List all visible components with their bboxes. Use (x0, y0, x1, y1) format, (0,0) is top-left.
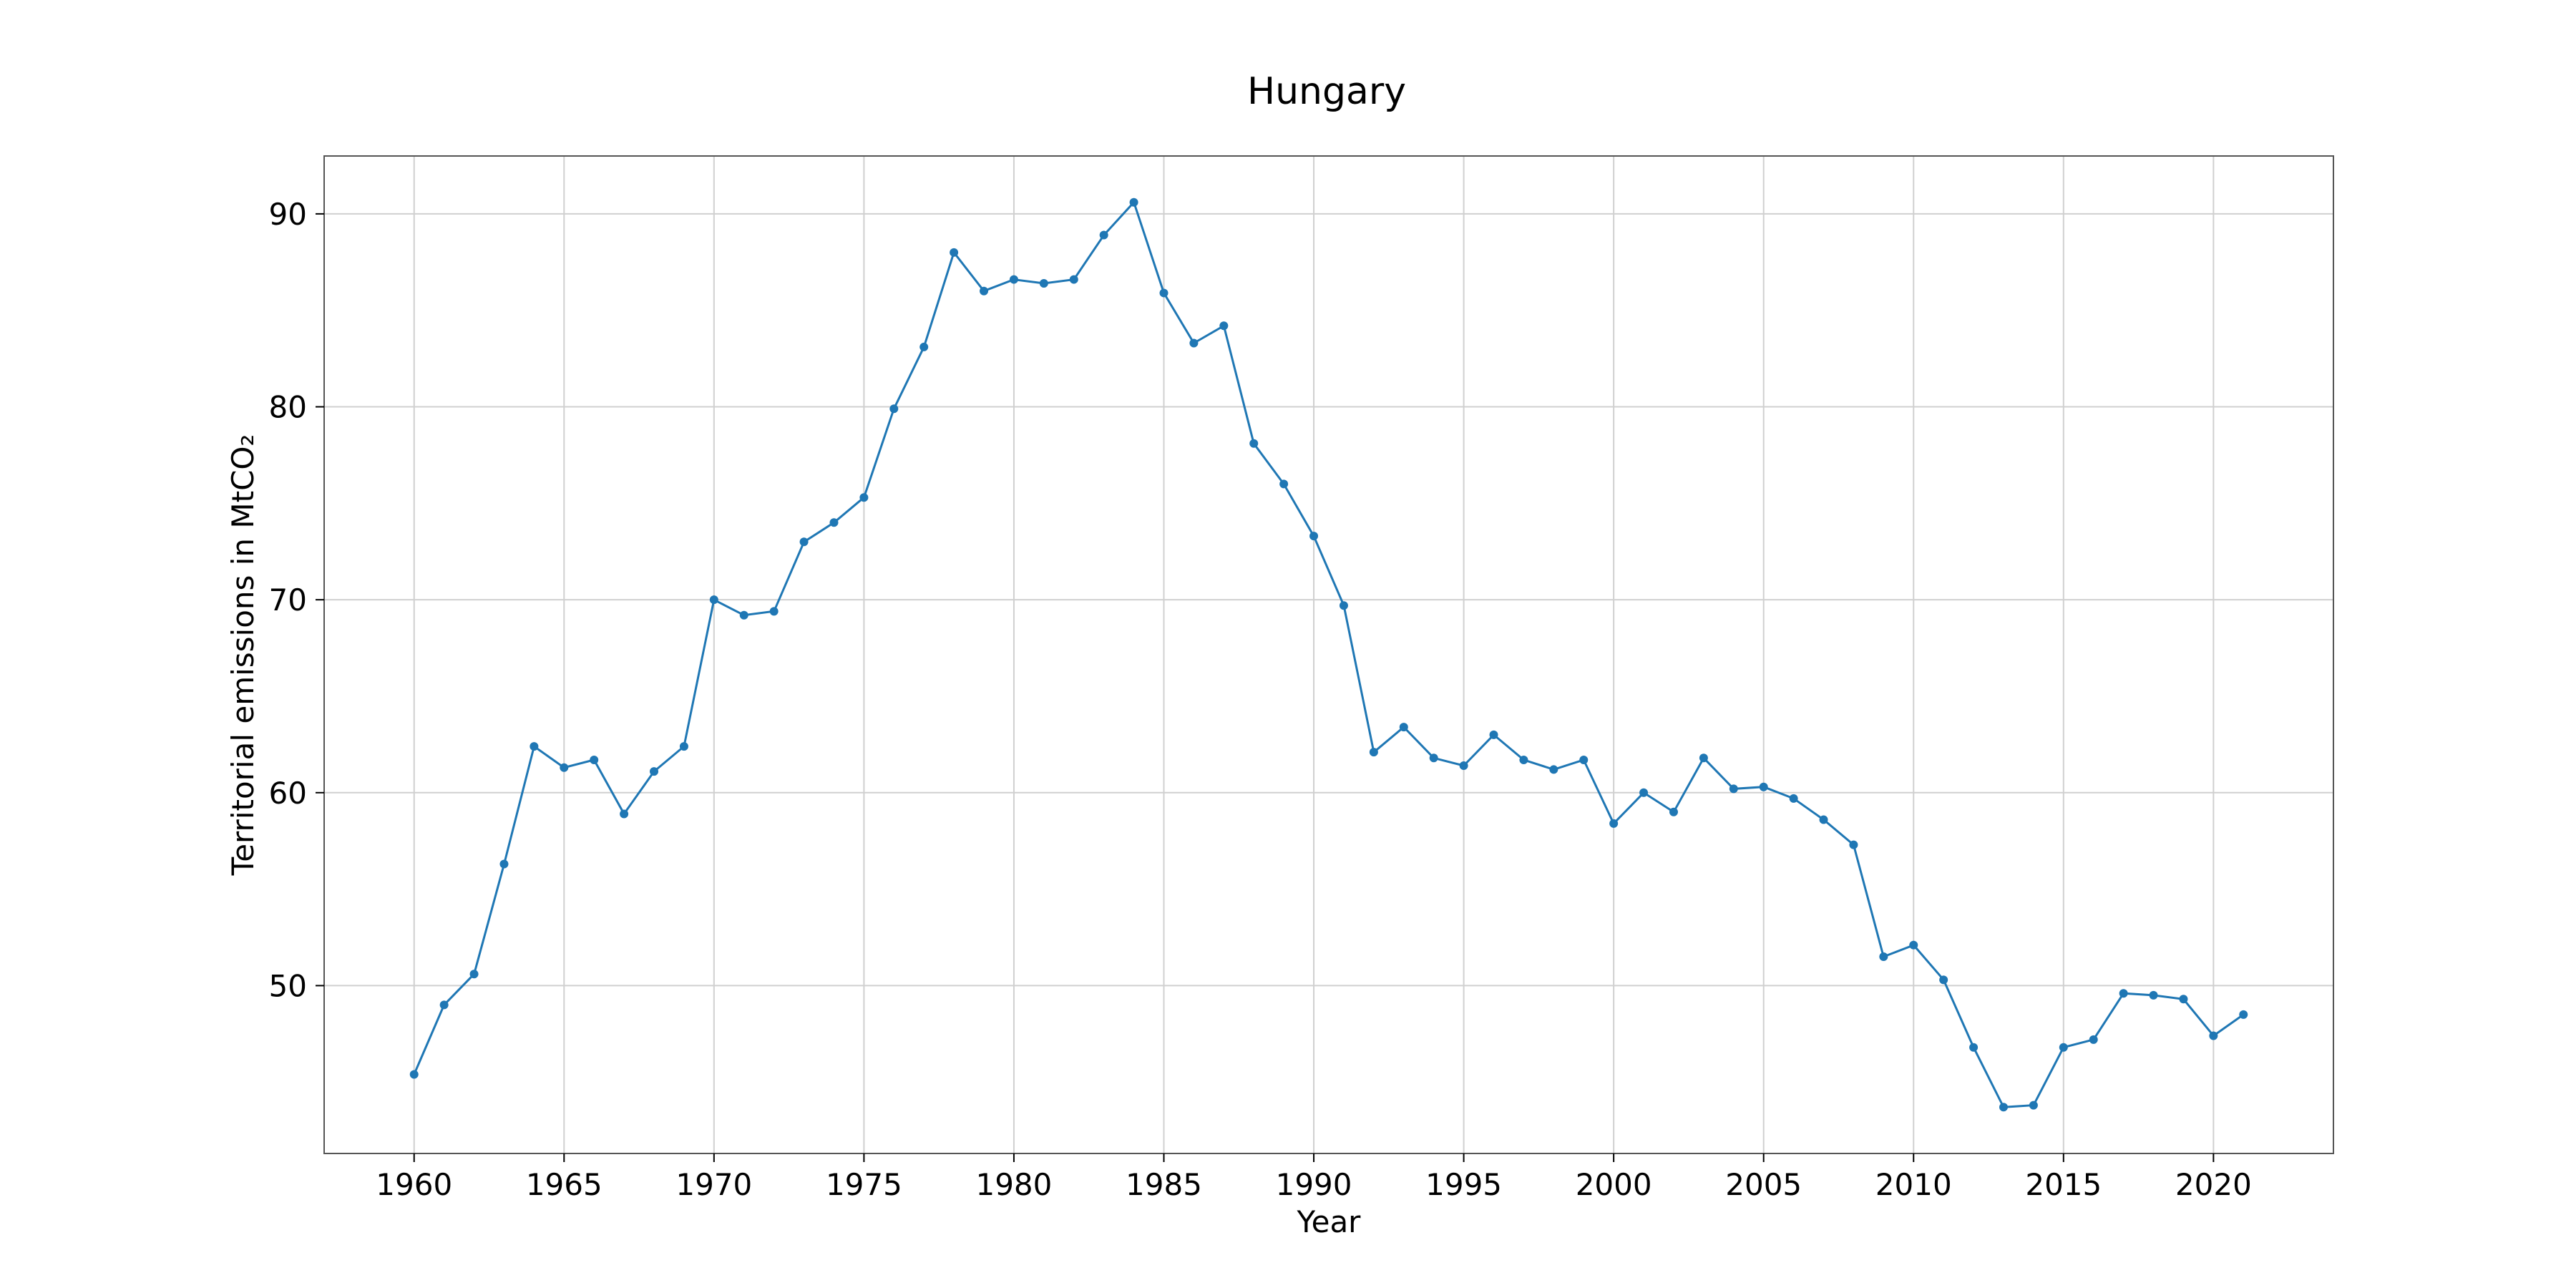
data-point (2209, 1031, 2218, 1040)
data-points (409, 197, 2248, 1112)
data-point (2119, 989, 2128, 998)
data-point (1939, 975, 1948, 985)
data-point (1609, 819, 1619, 828)
x-tick-label: 2010 (1875, 1167, 1952, 1202)
data-point (1669, 807, 1678, 816)
data-point (1699, 753, 1708, 763)
data-point (1099, 230, 1108, 240)
x-tick-label: 1995 (1425, 1167, 1502, 1202)
data-point (1879, 952, 1888, 961)
data-point (1039, 278, 1048, 288)
data-point (439, 1000, 449, 1010)
data-point (739, 610, 748, 620)
x-tick-label: 1960 (376, 1167, 452, 1202)
data-point (2029, 1101, 2038, 1110)
y-axis-label: Territorial emissions in MtCO₂ (225, 434, 260, 877)
y-tick-label: 60 (269, 776, 307, 811)
data-point (679, 742, 688, 751)
data-point (1429, 753, 1438, 763)
axis-ticks: 1960 1965 1970 1975 1980 1985 1990 1995 2000 2005… (269, 197, 2252, 1202)
data-point (1999, 1103, 2008, 1112)
x-tick-label: 2005 (1725, 1167, 1802, 1202)
chart-title: Hungary (1247, 70, 1406, 113)
y-tick-label: 70 (269, 582, 307, 618)
data-point (1969, 1043, 1979, 1052)
grid-lines (324, 156, 2333, 1153)
x-tick-label: 1985 (1126, 1167, 1202, 1202)
data-point (650, 767, 659, 776)
data-point (1549, 765, 1558, 774)
data-point (1009, 275, 1018, 284)
data-point (799, 537, 809, 547)
data-point (1279, 479, 1289, 489)
data-point (1129, 197, 1138, 207)
data-point (1729, 784, 1738, 794)
x-tick-label: 1990 (1276, 1167, 1352, 1202)
data-point (1219, 321, 1229, 331)
data-point (1399, 723, 1408, 732)
data-point (1759, 782, 1768, 791)
data-point (620, 809, 629, 819)
data-point (2239, 1010, 2248, 1019)
data-point (859, 493, 869, 502)
data-point (1849, 840, 1858, 849)
data-point (1819, 815, 1828, 824)
data-point (1639, 788, 1649, 797)
data-point (1579, 755, 1589, 764)
data-point (2089, 1035, 2098, 1044)
data-point (1339, 601, 1348, 610)
data-point (769, 607, 779, 616)
data-point (1459, 761, 1468, 771)
x-tick-label: 1970 (675, 1167, 752, 1202)
data-point (409, 1070, 419, 1079)
data-point (560, 763, 569, 772)
x-tick-label: 2000 (1576, 1167, 1652, 1202)
data-point (829, 518, 839, 527)
x-tick-label: 1975 (826, 1167, 902, 1202)
data-point (1189, 338, 1199, 348)
series-line (413, 200, 2245, 1108)
data-point (1159, 288, 1169, 298)
plot-area (323, 155, 2334, 1154)
y-tick-label: 80 (269, 390, 307, 425)
data-point (1519, 755, 1528, 764)
data-point (919, 342, 929, 351)
data-point (469, 970, 479, 979)
data-point (530, 742, 539, 751)
data-point (2149, 990, 2158, 1000)
data-point (2059, 1043, 2068, 1052)
data-point (1069, 275, 1078, 284)
y-tick-label: 90 (269, 197, 307, 232)
data-point (590, 755, 599, 764)
x-tick-label: 1965 (526, 1167, 602, 1202)
x-tick-label: 2020 (2175, 1167, 2252, 1202)
x-tick-label: 2015 (2025, 1167, 2102, 1202)
data-point (1789, 794, 1798, 803)
data-point (1249, 439, 1259, 448)
data-point (2179, 995, 2188, 1004)
data-point (950, 248, 959, 257)
data-point (889, 404, 899, 414)
data-point (499, 859, 509, 869)
x-axis-label: Year (1297, 1204, 1362, 1239)
data-point (1909, 940, 1918, 950)
data-point (1309, 532, 1319, 541)
x-tick-label: 1980 (975, 1167, 1052, 1202)
data-point (1489, 730, 1498, 739)
y-tick-label: 50 (269, 968, 307, 1003)
data-point (1369, 748, 1378, 757)
data-point (709, 595, 718, 605)
data-point (980, 286, 989, 296)
